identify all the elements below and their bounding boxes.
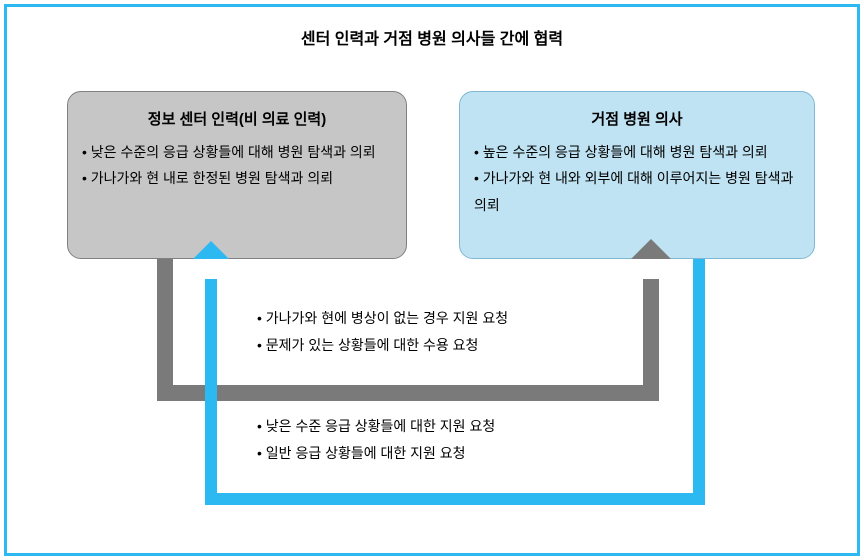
mid1-bullet: • 문제가 있는 상황들에 대한 수용 요청 (257, 332, 508, 359)
gray-arrow-segment (157, 259, 173, 401)
left-box-title: 정보 센터 인력(비 의료 인력) (82, 106, 392, 135)
mid1-bullet: • 가나가와 현에 병상이 없는 경우 지원 요청 (257, 305, 508, 332)
blue-arrow-segment (205, 493, 705, 505)
gray-arrow-segment (157, 385, 659, 401)
gray-arrow-text: • 가나가와 현에 병상이 없는 경우 지원 요청 • 문제가 있는 상황들에 … (257, 305, 508, 358)
right-box-bullet: • 높은 수준의 응급 상황들에 대해 병원 탐색과 의뢰 (474, 139, 800, 166)
right-box-title: 거점 병원 의사 (474, 106, 800, 135)
gray-arrow-segment (643, 279, 659, 401)
right-box: 거점 병원 의사 • 높은 수준의 응급 상황들에 대해 병원 탐색과 의뢰 •… (459, 91, 815, 259)
diagram-title: 센터 인력과 거점 병원 의사들 간에 협력 (7, 7, 857, 49)
gray-arrow-head-icon (631, 239, 671, 259)
mid2-bullet: • 일반 응급 상황들에 대한 지원 요청 (257, 440, 495, 467)
blue-arrow-head-icon (193, 241, 229, 259)
diagram-frame: 센터 인력과 거점 병원 의사들 간에 협력 정보 센터 인력(비 의료 인력)… (4, 4, 860, 556)
right-box-bullet: • 가나가와 현 내와 외부에 대해 이루어지는 병원 탐색과 의뢰 (474, 165, 800, 218)
left-box-bullet: • 낮은 수준의 응급 상황들에 대해 병원 탐색과 의뢰 (82, 139, 392, 166)
left-box-bullet: • 가나가와 현 내로 한정된 병원 탐색과 의뢰 (82, 165, 392, 192)
blue-arrow-segment (693, 259, 705, 505)
mid2-bullet: • 낮은 수준 응급 상황들에 대한 지원 요청 (257, 413, 495, 440)
blue-arrow-segment (205, 279, 217, 505)
blue-arrow-text: • 낮은 수준 응급 상황들에 대한 지원 요청 • 일반 응급 상황들에 대한… (257, 413, 495, 466)
left-box: 정보 센터 인력(비 의료 인력) • 낮은 수준의 응급 상황들에 대해 병원… (67, 91, 407, 259)
